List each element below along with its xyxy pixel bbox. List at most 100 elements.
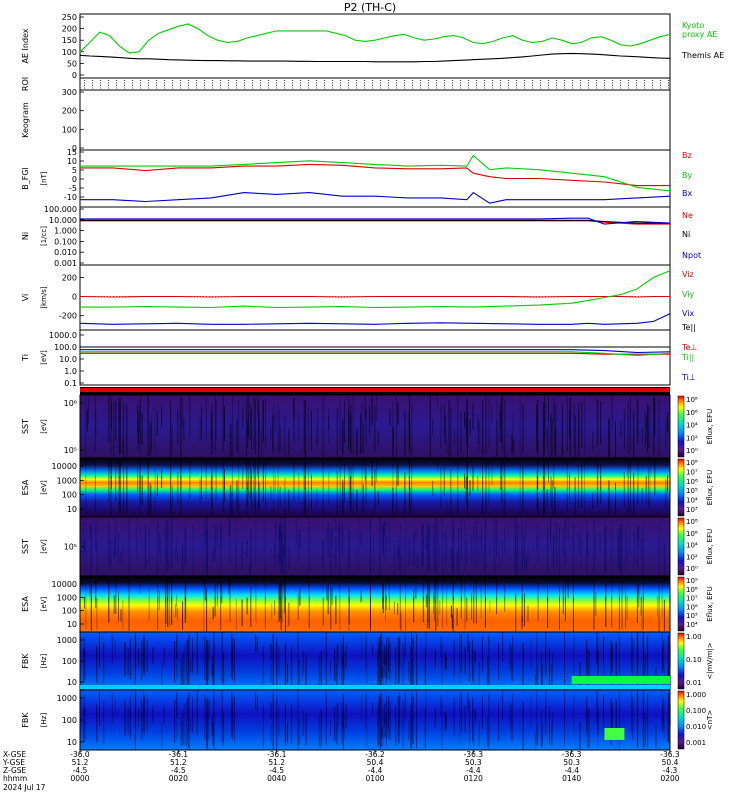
legend-entry-kyoto: Kyoto xyxy=(682,21,704,30)
spectrogram-pixel xyxy=(177,551,178,564)
spectrogram-pixel xyxy=(482,636,483,671)
roi-dot xyxy=(324,82,325,84)
spectrogram-pixel xyxy=(491,466,493,486)
tick-label: 150 xyxy=(62,36,77,45)
spectrogram-pixel xyxy=(322,539,324,568)
spectrogram-pixel xyxy=(298,472,300,500)
roi-dot xyxy=(188,82,189,84)
spectrogram-pixel xyxy=(221,582,223,604)
spectrogram-pixel xyxy=(494,517,496,575)
roi-dot xyxy=(204,80,205,81)
spectrogram-pixel xyxy=(157,518,159,532)
spectrogram-pixel xyxy=(254,461,256,514)
spectrogram-pixel xyxy=(522,643,524,690)
spectrogram-pixel xyxy=(667,421,669,439)
spectrogram-pixel xyxy=(611,395,613,430)
tick-label: 200 xyxy=(62,273,77,282)
spectrogram-pixel xyxy=(667,693,669,742)
spectrogram-pixel xyxy=(649,466,651,508)
spectrogram-pixel xyxy=(475,518,477,568)
roi-dot xyxy=(596,82,597,84)
esa_electron-ylabel: ESA [eV] xyxy=(21,596,48,612)
series-line-viy xyxy=(80,270,671,309)
spectrogram-pixel xyxy=(221,690,223,743)
roi-dot xyxy=(548,85,549,86)
spectrogram-pixel xyxy=(397,637,399,684)
spectrogram-pixel xyxy=(95,520,97,551)
spectrogram-pixel xyxy=(291,646,293,685)
spectrogram-pixel xyxy=(311,411,312,450)
spectrogram-pixel xyxy=(667,635,669,682)
spectrogram-pixel xyxy=(139,399,141,458)
roi-dot xyxy=(292,85,293,86)
spectrogram-pixel xyxy=(372,702,374,715)
spectrogram-pixel xyxy=(356,489,358,515)
spectrogram-pixel xyxy=(298,659,300,685)
spectrogram-pixel xyxy=(647,693,649,749)
spectrogram-pixel xyxy=(626,538,628,563)
spectrogram-pixel xyxy=(541,664,543,688)
roi-dot xyxy=(100,80,101,81)
spectrogram-pixel xyxy=(83,694,85,716)
roi-dot xyxy=(292,80,293,81)
roi-dot xyxy=(84,80,85,81)
spectrogram-pixel xyxy=(395,647,397,687)
spectrogram-pixel xyxy=(424,707,426,749)
spectrogram-pixel xyxy=(385,594,387,610)
spectrogram-pixel xyxy=(249,403,251,440)
roi-dot xyxy=(652,80,653,81)
spectrogram-pixel xyxy=(378,695,380,745)
spectrogram-pixel xyxy=(161,720,163,749)
spectrogram-pixel xyxy=(382,649,384,664)
spectrogram-pixel xyxy=(578,465,580,508)
roi-dot xyxy=(108,87,109,89)
spectrogram-pixel xyxy=(502,632,504,661)
roi-dot xyxy=(156,85,157,86)
spectrogram-pixel xyxy=(464,411,466,428)
spectrogram-pixel xyxy=(399,695,401,729)
spectrogram-pixel xyxy=(386,640,388,669)
spectrogram-pixel xyxy=(122,600,124,630)
spectrogram-pixel xyxy=(473,650,475,688)
spectrogram-pixel xyxy=(588,707,590,749)
xaxis-row-label: X-GSE xyxy=(3,750,26,759)
roi-dot xyxy=(108,85,109,86)
colorbar-tick: 10⁵ xyxy=(686,612,698,620)
colorbar-tick: 10³ xyxy=(686,506,698,514)
spectrogram-pixel xyxy=(608,480,610,516)
spectrogram-pixel xyxy=(96,646,98,683)
spectrogram-pixel xyxy=(637,399,639,445)
spectrogram-pixel xyxy=(141,413,143,445)
spectrogram-pixel xyxy=(662,645,664,673)
colorbar-tick: 0.100 xyxy=(686,707,706,715)
spectrogram-pixel xyxy=(425,594,427,608)
spectrogram-pixel xyxy=(460,691,462,733)
density-panel-frame xyxy=(79,206,671,266)
spectrogram-pixel xyxy=(474,709,476,722)
spectrogram-pixel xyxy=(440,467,442,508)
spectrogram-pixel xyxy=(647,468,649,508)
spectrogram-pixel xyxy=(473,708,475,748)
roi-dot xyxy=(596,87,597,89)
spectrogram-pixel xyxy=(249,465,251,500)
spectrogram-pixel xyxy=(388,695,390,731)
spectrogram-pixel xyxy=(468,642,470,682)
spectrogram-pixel xyxy=(415,527,417,541)
fbk-e-enhancement xyxy=(571,676,670,684)
spectrogram-pixel xyxy=(559,527,560,574)
spectrogram-pixel xyxy=(305,400,306,458)
roi-dot xyxy=(372,80,373,81)
spectrogram-pixel xyxy=(184,645,186,686)
tick-label: 1000.0 xyxy=(49,331,77,340)
spectrogram-pixel xyxy=(232,644,233,680)
spectrogram-pixel xyxy=(382,581,384,610)
roi-dot xyxy=(124,87,125,89)
spectrogram-pixel xyxy=(94,396,96,452)
spectrogram-pixel xyxy=(146,639,148,672)
spectrogram-pixel xyxy=(211,473,213,514)
spectrogram-pixel xyxy=(192,711,194,733)
roi-dot xyxy=(252,87,253,89)
tick-label: 100 xyxy=(62,716,77,725)
spectrogram-pixel xyxy=(196,690,198,735)
spectrogram-pixel xyxy=(344,400,345,443)
